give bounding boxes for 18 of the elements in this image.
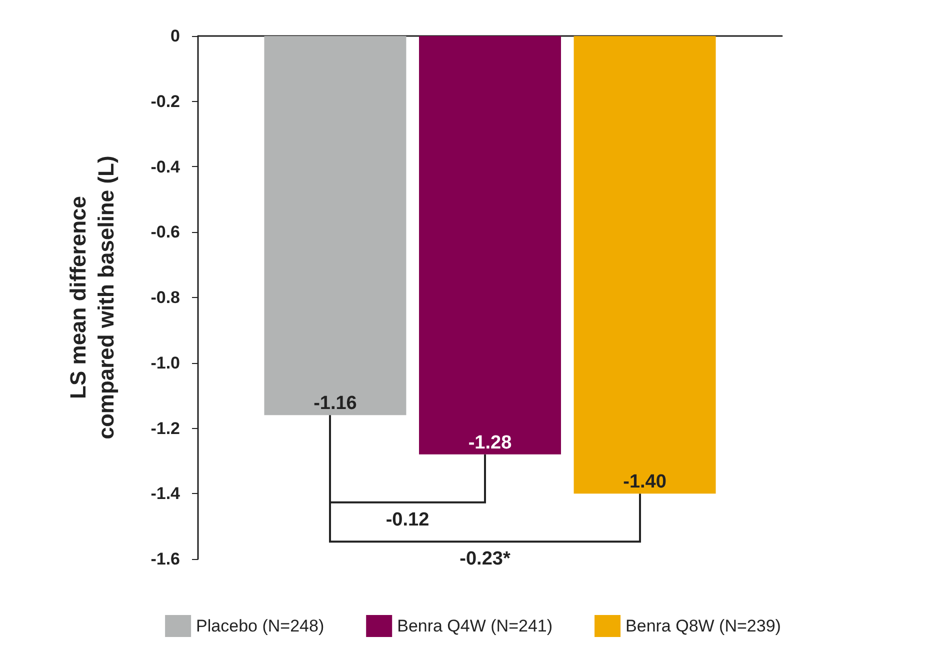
data-label: -1.16 <box>314 393 357 414</box>
y-tick-label: -0.6 <box>150 222 180 242</box>
y-tick-label: -0.4 <box>150 157 181 176</box>
annotation: -0.23* <box>460 548 511 570</box>
legend-label: Benra Q8W (N=239) <box>626 616 781 636</box>
y-tick-label: -0.8 <box>150 288 180 307</box>
y-tick-label: 0 <box>170 26 180 46</box>
y-tick-label: -0.2 <box>150 92 180 111</box>
y-tick-label: -1.6 <box>150 550 180 568</box>
y-axis-title: LS mean difference compared with baseline (L) <box>66 156 118 440</box>
y-tick-label: -1.4 <box>150 484 181 504</box>
legend-label: Benra Q4W (N=241) <box>397 616 553 636</box>
data-label: -1.40 <box>623 472 666 493</box>
y-tick-label: -1.2 <box>150 418 180 438</box>
legend-label: Placebo (N=248) <box>196 616 324 636</box>
y-tick-label: -1.0 <box>150 353 180 372</box>
data-label: -1.28 <box>468 432 512 454</box>
annotation: -0.12 <box>386 509 430 530</box>
